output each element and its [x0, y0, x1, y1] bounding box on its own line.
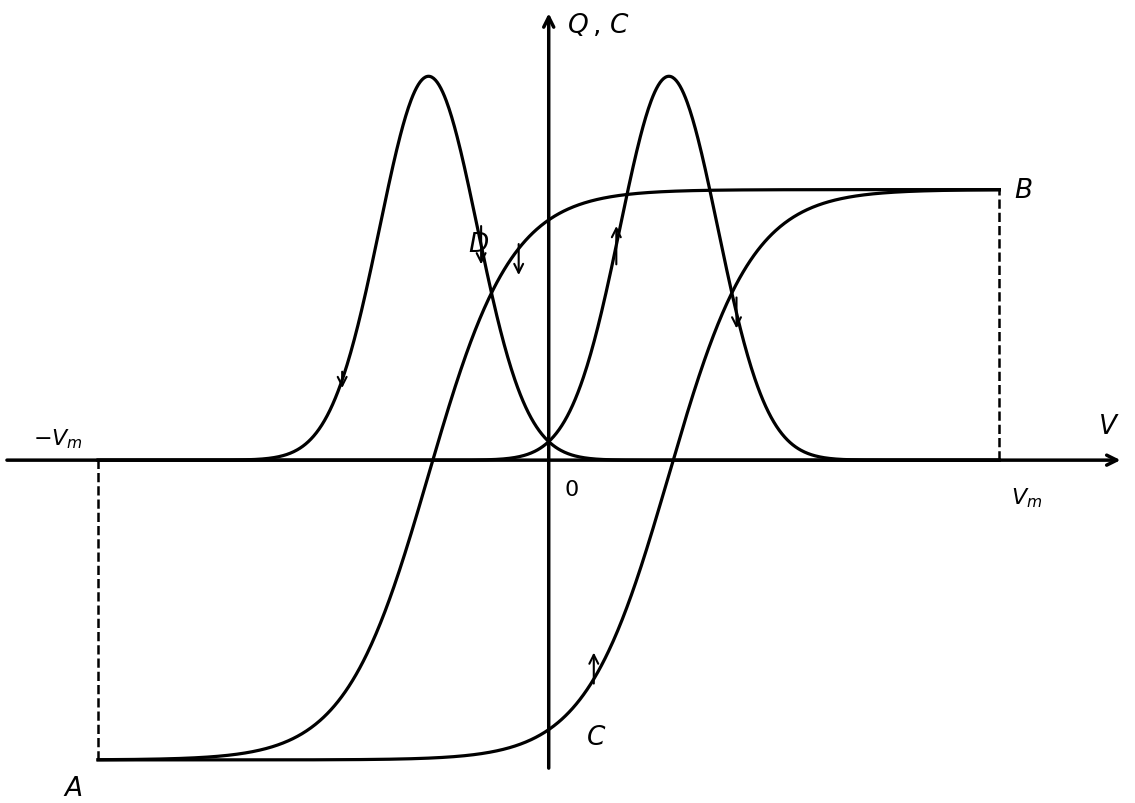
- Text: $V$: $V$: [1098, 414, 1119, 438]
- Text: $0$: $0$: [564, 479, 579, 501]
- Text: $D$: $D$: [468, 231, 489, 257]
- Text: $Q\,,\,C$: $Q\,,\,C$: [568, 11, 631, 39]
- Text: $C$: $C$: [587, 724, 606, 749]
- Text: $-V_m$: $-V_m$: [33, 427, 83, 450]
- Text: $V_m$: $V_m$: [1010, 486, 1042, 510]
- Text: $B$: $B$: [1015, 178, 1033, 203]
- Text: $A$: $A$: [64, 775, 83, 800]
